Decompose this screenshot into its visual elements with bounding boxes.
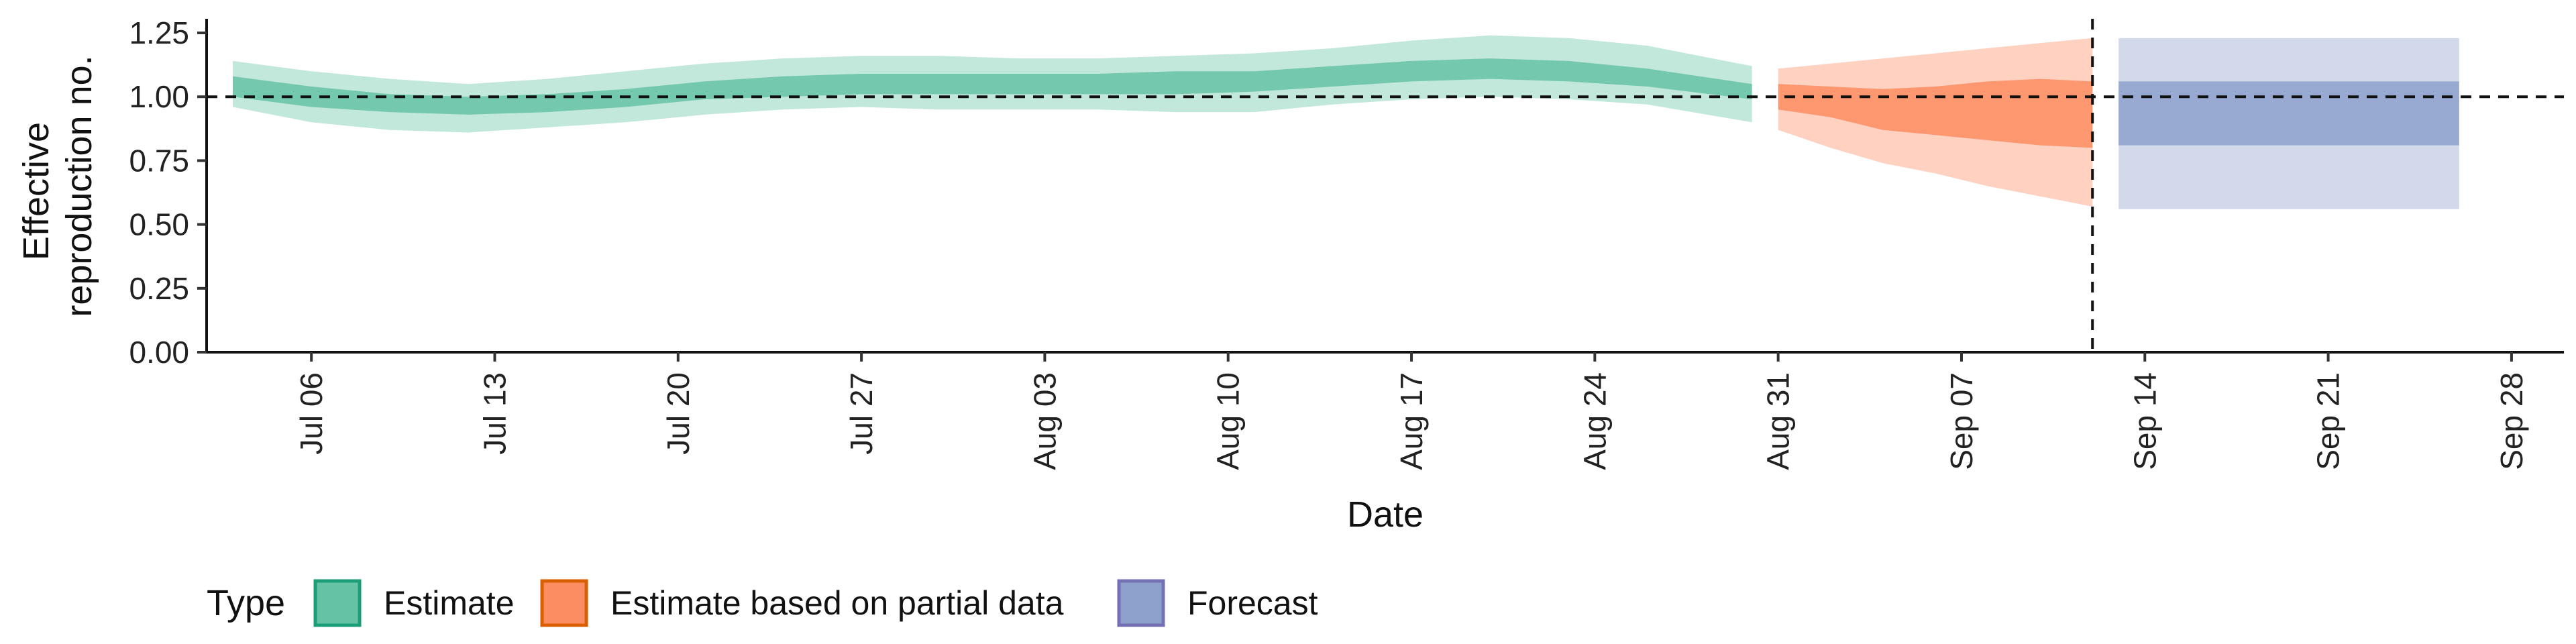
y-axis-title-line-1: Effective xyxy=(16,122,56,260)
x-tick-label: Aug 10 xyxy=(1211,372,1246,470)
x-tick-label: Aug 17 xyxy=(1394,372,1429,470)
legend-title: Type xyxy=(207,583,285,623)
x-tick-label: Aug 31 xyxy=(1761,372,1796,470)
y-tick-label: 1.00 xyxy=(129,79,189,114)
y-axis-title-line-2: reproduction no. xyxy=(59,55,99,317)
x-tick-label: Aug 03 xyxy=(1027,372,1062,470)
series-2-band-50 xyxy=(2118,81,2459,146)
series-2 xyxy=(2118,38,2459,209)
x-tick-label: Sep 28 xyxy=(2494,372,2529,470)
x-tick-label: Jul 13 xyxy=(478,372,513,455)
x-tick-label: Jul 20 xyxy=(661,372,696,455)
legend-label-2: Forecast xyxy=(1187,584,1318,622)
legend-swatch-2 xyxy=(1117,579,1165,627)
legend-swatch-0 xyxy=(313,579,362,627)
x-tick-label: Sep 21 xyxy=(2311,372,2346,470)
y-tick-label: 0.25 xyxy=(129,271,189,306)
legend-label-0: Estimate xyxy=(384,584,515,622)
legend-label-1: Estimate based on partial data xyxy=(610,584,1064,622)
series-0 xyxy=(233,35,1752,133)
legend: Type Estimate Estimate based on partial d… xyxy=(207,579,1318,627)
legend-swatch-1 xyxy=(540,579,588,627)
y-axis-title: Effective reproduction no. xyxy=(16,55,99,317)
y-tick-label: 0.00 xyxy=(129,335,189,370)
y-tick-label: 1.25 xyxy=(129,15,189,50)
x-tick-label: Sep 07 xyxy=(1944,372,1979,470)
x-tick-label: Aug 24 xyxy=(1577,372,1612,470)
plot-area xyxy=(207,19,2564,352)
y-tick-label: 0.75 xyxy=(129,143,189,178)
x-axis-title: Date xyxy=(1347,494,1424,535)
axes: 0.00 0.25 0.50 0.75 1.00 1.25 Jul 06 Jul 13 Jul … xyxy=(129,15,2564,470)
series-1 xyxy=(1778,38,2093,207)
y-tick-label: 0.50 xyxy=(129,207,189,242)
series-0-band-50 xyxy=(233,58,1752,115)
x-tick-label: Jul 06 xyxy=(294,372,329,455)
x-tick-label: Jul 27 xyxy=(844,372,879,455)
x-tick-label: Sep 14 xyxy=(2127,372,2162,470)
